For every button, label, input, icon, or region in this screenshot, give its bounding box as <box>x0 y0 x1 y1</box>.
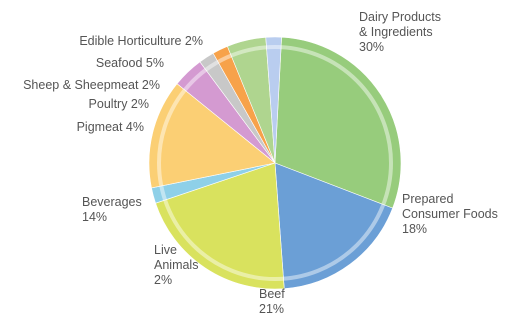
pie-slice-0 <box>274 36 402 209</box>
slice-label-9-line-0: Edible Horticulture 2% <box>79 34 203 48</box>
slice-label-3-line-1: Animals <box>154 258 198 272</box>
slice-label-1-line-2: 18% <box>402 222 427 236</box>
slice-label-0-line-2: 30% <box>359 40 384 54</box>
slice-label-0-line-1: & Ingredients <box>359 25 433 39</box>
slice-label-4-line-0: Beverages <box>82 195 142 209</box>
slice-label-5-line-0: Pigmeat 4% <box>77 120 144 134</box>
pie-slice-9 <box>265 36 282 164</box>
slice-label-1-line-1: Consumer Foods <box>402 207 498 221</box>
slice-label-3-line-2: 2% <box>154 273 172 287</box>
pie-slice-1 <box>274 162 394 289</box>
slice-label-6-line-0: Poultry 2% <box>89 97 149 111</box>
slice-label-0-line-0: Dairy Products <box>359 10 441 24</box>
slice-label-3-line-0: Live <box>154 243 177 257</box>
pie-slice-4 <box>148 83 276 189</box>
slice-label-4-line-1: 14% <box>82 210 107 224</box>
slice-label-1-line-0: Prepared <box>402 192 453 206</box>
slice-label-8-line-0: Seafood 5% <box>96 56 164 70</box>
pie-highlight-ring <box>157 45 393 281</box>
slice-label-2-line-0: Beef <box>259 287 285 301</box>
slice-label-7-line-0: Sheep & Sheepmeat 2% <box>23 78 160 92</box>
pie-slice-2 <box>155 162 285 290</box>
slice-label-2-line-1: 21% <box>259 302 284 316</box>
